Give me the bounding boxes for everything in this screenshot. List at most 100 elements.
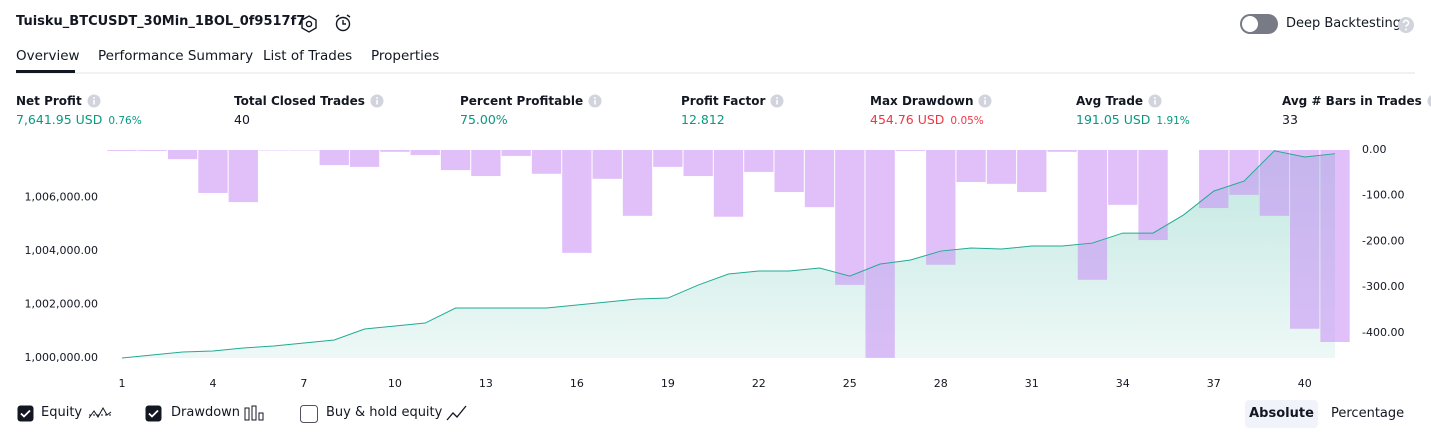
drawdown-bar — [1047, 150, 1077, 152]
stat-label-text: Percent Profitable — [460, 94, 584, 108]
drawdown-bar — [713, 150, 744, 217]
info-icon[interactable] — [370, 94, 384, 108]
x-tick-label: 34 — [1116, 377, 1130, 390]
info-icon[interactable] — [978, 94, 992, 108]
y-tick-label: 1,002,000.00 — [25, 298, 98, 311]
drawdown-bar — [562, 150, 592, 253]
drawdown-bar — [835, 150, 865, 285]
y2-tick-label: -100.00 — [1362, 189, 1404, 202]
buy-hold-checkbox[interactable] — [300, 405, 318, 423]
x-tick-label: 31 — [1025, 377, 1039, 390]
drawdown-bar — [228, 150, 258, 203]
stat-percent: 1.91% — [1156, 115, 1190, 127]
info-icon[interactable] — [588, 94, 602, 108]
drawdown-checkbox[interactable] — [145, 405, 162, 422]
stat-value: 33 — [1282, 112, 1298, 127]
stat-value-text: 454.76 USD — [870, 112, 945, 127]
strategy-title: Tuisku_BTCUSDT_30Min_1BOL_0f9517f7 — [16, 14, 306, 29]
y-tick-label: 1,004,000.00 — [25, 244, 98, 257]
equity-checkbox[interactable] — [17, 405, 34, 422]
info-icon[interactable] — [87, 94, 101, 108]
drawdown-bar — [471, 150, 501, 177]
alert-icon[interactable] — [333, 13, 353, 33]
stat-label: Max Drawdown — [870, 94, 992, 108]
x-tick-label: 28 — [934, 377, 948, 390]
drawdown-bar — [804, 150, 835, 208]
x-tick-label: 1 — [118, 377, 125, 390]
drawdown-bar — [1077, 150, 1108, 280]
active-tab-underline — [16, 70, 75, 73]
x-tick-label: 7 — [300, 377, 307, 390]
x-tick-label: 40 — [1298, 377, 1312, 390]
stat-label: Profit Factor — [681, 94, 784, 108]
settings-icon[interactable] — [299, 14, 319, 34]
buy-hold-icon — [446, 405, 467, 421]
drawdown-bar — [1290, 150, 1320, 329]
drawdown-bar — [1017, 150, 1047, 193]
drawdown-bar — [1138, 150, 1168, 241]
stat-label: Net Profit — [16, 94, 101, 108]
deep-backtesting-label: Deep Backtesting — [1286, 16, 1402, 31]
drawdown-bar — [380, 150, 410, 152]
x-tick-label: 4 — [209, 377, 216, 390]
percentage-button[interactable]: Percentage — [1331, 406, 1405, 421]
stat-value-text: 33 — [1282, 112, 1298, 127]
drawdown-bar — [531, 150, 562, 174]
y2-tick-label: -200.00 — [1362, 234, 1404, 247]
info-icon[interactable] — [770, 94, 784, 108]
drawdown-bar — [501, 150, 531, 156]
stat-label: Percent Profitable — [460, 94, 602, 108]
drawdown-bar — [440, 150, 471, 171]
stat-value-text: 7,641.95 USD — [16, 112, 103, 127]
drawdown-bar — [865, 150, 895, 358]
info-icon[interactable] — [1148, 94, 1162, 108]
legend-buy-hold: Buy & hold equity — [326, 405, 443, 420]
drawdown-bar — [1229, 150, 1259, 195]
stat-label-text: Avg # Bars in Trades — [1282, 94, 1422, 108]
drawdown-bar — [956, 150, 986, 182]
stat-value: 12.812 — [681, 112, 725, 127]
tab[interactable]: Performance Summary — [98, 48, 254, 64]
drawdown-bar — [774, 150, 804, 193]
tab[interactable]: List of Trades — [263, 48, 353, 64]
help-icon[interactable] — [1397, 16, 1415, 34]
drawdown-bar — [744, 150, 774, 172]
y2-tick-label: -300.00 — [1362, 280, 1404, 293]
x-tick-label: 13 — [479, 377, 493, 390]
stat-percent: 0.05% — [950, 115, 984, 127]
stat-label: Avg Trade — [1076, 94, 1162, 108]
drawdown-bar — [198, 150, 228, 193]
deep-backtesting-toggle[interactable] — [1240, 14, 1278, 34]
legend-equity: Equity — [41, 405, 83, 420]
stat-value: 191.05 USD 1.91% — [1076, 112, 1190, 127]
drawdown-bar — [319, 150, 349, 166]
tab[interactable]: Overview — [16, 48, 80, 64]
equity-line — [121, 150, 1336, 359]
drawdown-bar — [1320, 150, 1350, 342]
absolute-button[interactable]: Absolute — [1245, 400, 1318, 428]
drawdown-bar — [592, 150, 622, 179]
stat-label: Total Closed Trades — [234, 94, 384, 108]
drawdown-bar — [410, 150, 440, 156]
y2-tick-label: -400.00 — [1362, 326, 1404, 339]
stat-label-text: Profit Factor — [681, 94, 766, 108]
drawdown-bar — [683, 150, 713, 177]
x-tick-label: 16 — [570, 377, 584, 390]
stat-percent: 0.76% — [108, 115, 142, 127]
drawdown-bar — [926, 150, 956, 265]
stat-label: Avg # Bars in Trades — [1282, 94, 1431, 108]
drawdown-bar — [137, 150, 167, 151]
drawdown-bar — [107, 150, 137, 151]
stat-value-text: 191.05 USD — [1076, 112, 1151, 127]
stat-value-text: 75.00% — [460, 112, 508, 127]
equity-icon — [88, 406, 112, 419]
stat-value: 40 — [234, 112, 250, 127]
info-icon[interactable] — [1427, 94, 1431, 108]
stat-value: 454.76 USD 0.05% — [870, 112, 984, 127]
tab[interactable]: Properties — [371, 48, 440, 64]
stat-label-text: Total Closed Trades — [234, 94, 365, 108]
drawdown-bar — [986, 150, 1017, 184]
drawdown-bar — [1259, 150, 1290, 216]
stat-label-text: Net Profit — [16, 94, 82, 108]
